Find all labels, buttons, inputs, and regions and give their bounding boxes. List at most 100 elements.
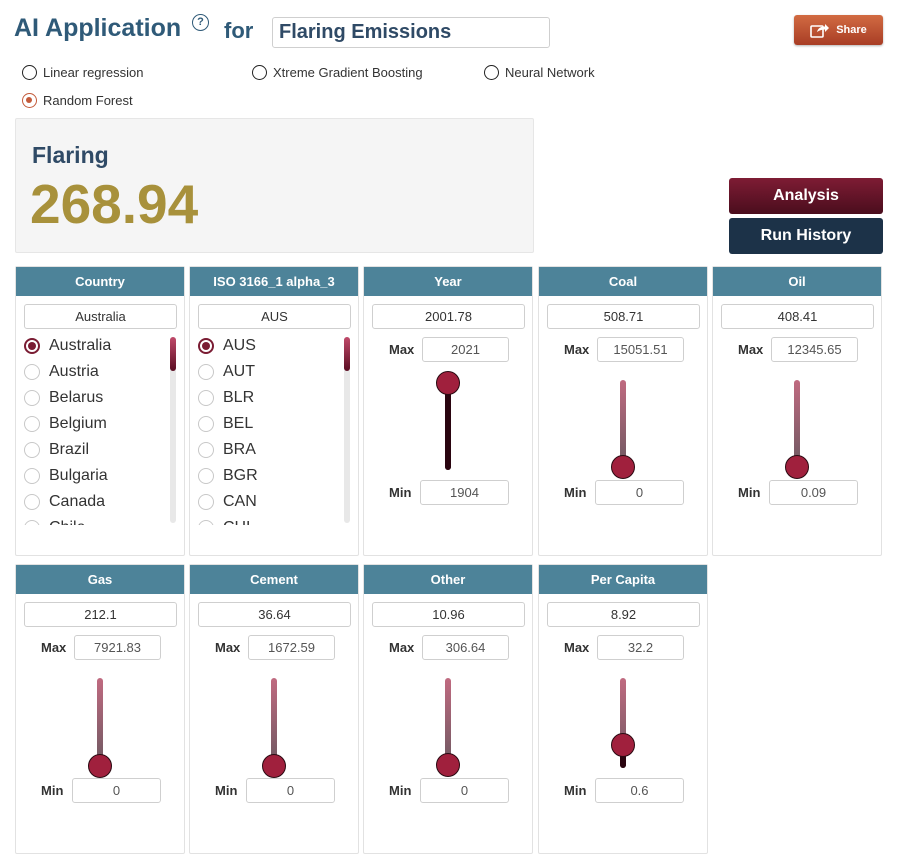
scrollbar-thumb[interactable] — [344, 337, 350, 371]
option-label: Belgium — [49, 415, 107, 432]
max-label: Max — [41, 640, 67, 655]
target-input[interactable]: Flaring Emissions — [272, 17, 550, 48]
scrollbar-thumb[interactable] — [170, 337, 176, 371]
analysis-button[interactable]: Analysis — [729, 178, 883, 214]
radio-indicator-selected — [22, 93, 37, 108]
run-history-button[interactable]: Run History — [729, 218, 883, 254]
model-label: Neural Network — [505, 65, 595, 80]
model-radio-neural-network[interactable]: Neural Network — [484, 65, 595, 80]
year-max-input[interactable]: 2021 — [422, 337, 509, 362]
country-option[interactable]: Belarus — [24, 389, 103, 407]
iso-option[interactable]: BGR — [198, 467, 258, 485]
max-label: Max — [738, 342, 764, 357]
result-value: 268.94 — [30, 173, 199, 235]
share-label: Share — [836, 24, 867, 36]
radio-indicator — [198, 442, 214, 458]
model-radio-random-forest[interactable]: Random Forest — [22, 93, 133, 108]
oil-value-input[interactable]: 408.41 — [721, 304, 874, 329]
max-label: Max — [564, 640, 590, 655]
coal-max-input[interactable]: 15051.51 — [597, 337, 684, 362]
per-capita-value-input[interactable]: 8.92 — [547, 602, 700, 627]
country-option[interactable]: Brazil — [24, 441, 89, 459]
year-slider-track[interactable] — [445, 380, 451, 470]
coal-slider-thumb[interactable] — [611, 454, 635, 479]
result-panel — [15, 118, 534, 253]
per-capita-slider-thumb[interactable] — [611, 732, 635, 757]
radio-indicator — [24, 468, 40, 484]
country-option[interactable]: Canada — [24, 493, 105, 511]
other-max-input[interactable]: 306.64 — [422, 635, 509, 660]
iso-option[interactable]: AUS — [198, 337, 256, 355]
per-capita-min-input[interactable]: 0.6 — [595, 778, 684, 803]
radio-indicator — [24, 442, 40, 458]
radio-indicator — [24, 520, 40, 525]
gas-card: Gas 212.1 Max 7921.83 Min 0 — [15, 564, 185, 854]
iso-option[interactable]: CHL — [198, 519, 255, 525]
option-label: Austria — [49, 363, 99, 380]
coal-min-input[interactable]: 0 — [595, 480, 684, 505]
app-title: AI Application — [14, 14, 182, 42]
gas-max-input[interactable]: 7921.83 — [74, 635, 161, 660]
gas-value-input[interactable]: 212.1 — [24, 602, 177, 627]
country-card: Country Australia Australia Austria Belaru… — [15, 266, 185, 556]
country-scrollbar[interactable] — [170, 337, 176, 523]
oil-slider-thumb[interactable] — [785, 455, 809, 480]
year-min-input[interactable]: 1904 — [420, 480, 509, 505]
cement-max-input[interactable]: 1672.59 — [248, 635, 335, 660]
iso-option[interactable]: AUT — [198, 363, 255, 381]
for-label: for — [224, 18, 254, 43]
country-option[interactable]: Australia — [24, 337, 111, 355]
option-label: CAN — [223, 493, 257, 510]
oil-max-input[interactable]: 12345.65 — [771, 337, 858, 362]
iso-option[interactable]: CAN — [198, 493, 257, 511]
other-min-input[interactable]: 0 — [420, 778, 509, 803]
model-label: Xtreme Gradient Boosting — [273, 65, 423, 80]
iso-scrollbar[interactable] — [344, 337, 350, 523]
iso-option[interactable]: BRA — [198, 441, 256, 459]
country-option[interactable]: Bulgaria — [24, 467, 108, 485]
country-option[interactable]: Chile — [24, 519, 85, 525]
slider-fill — [445, 382, 451, 470]
oil-min-input[interactable]: 0.09 — [769, 480, 858, 505]
iso-option[interactable]: BEL — [198, 415, 253, 433]
max-label: Max — [215, 640, 241, 655]
iso-option[interactable]: BLR — [198, 389, 254, 407]
card-header: Gas — [16, 565, 184, 594]
country-value-input[interactable]: Australia — [24, 304, 177, 329]
coal-value-input[interactable]: 508.71 — [547, 304, 700, 329]
radio-indicator — [198, 520, 214, 525]
cement-slider-thumb[interactable] — [262, 754, 286, 779]
year-value-input[interactable]: 2001.78 — [372, 304, 525, 329]
country-list: Australia Austria Belarus Belgium Brazil Bulg… — [16, 337, 176, 525]
iso-value-input[interactable]: AUS — [198, 304, 351, 329]
option-label: Canada — [49, 493, 106, 510]
option-label: BLR — [223, 389, 255, 406]
year-slider-thumb[interactable] — [436, 370, 460, 395]
min-label: Min — [41, 783, 64, 798]
country-option[interactable]: Belgium — [24, 415, 107, 433]
other-value-input[interactable]: 10.96 — [372, 602, 525, 627]
cement-min-input[interactable]: 0 — [246, 778, 335, 803]
country-option[interactable]: Austria — [24, 363, 99, 381]
other-slider-thumb[interactable] — [436, 752, 460, 777]
share-button[interactable]: Share — [794, 15, 883, 45]
model-radio-linear-regression[interactable]: Linear regression — [22, 65, 143, 80]
gas-min-input[interactable]: 0 — [72, 778, 161, 803]
card-header: Country — [16, 267, 184, 296]
help-icon[interactable]: ? — [192, 14, 209, 31]
option-label: AUS — [223, 337, 256, 354]
model-label: Linear regression — [43, 65, 144, 80]
option-label: BGR — [223, 467, 258, 484]
option-label: Chile — [49, 519, 85, 525]
gas-slider-thumb[interactable] — [88, 753, 112, 778]
model-label: Random Forest — [43, 93, 133, 108]
model-radio-xgboost[interactable]: Xtreme Gradient Boosting — [252, 65, 423, 80]
card-header: Coal — [539, 267, 707, 296]
option-label: CHL — [223, 519, 255, 525]
cement-value-input[interactable]: 36.64 — [198, 602, 351, 627]
min-label: Min — [738, 485, 761, 500]
per-capita-max-input[interactable]: 32.2 — [597, 635, 684, 660]
year-card: Year 2001.78 Max 2021 Min 1904 — [363, 266, 533, 556]
option-label: Australia — [49, 337, 112, 354]
